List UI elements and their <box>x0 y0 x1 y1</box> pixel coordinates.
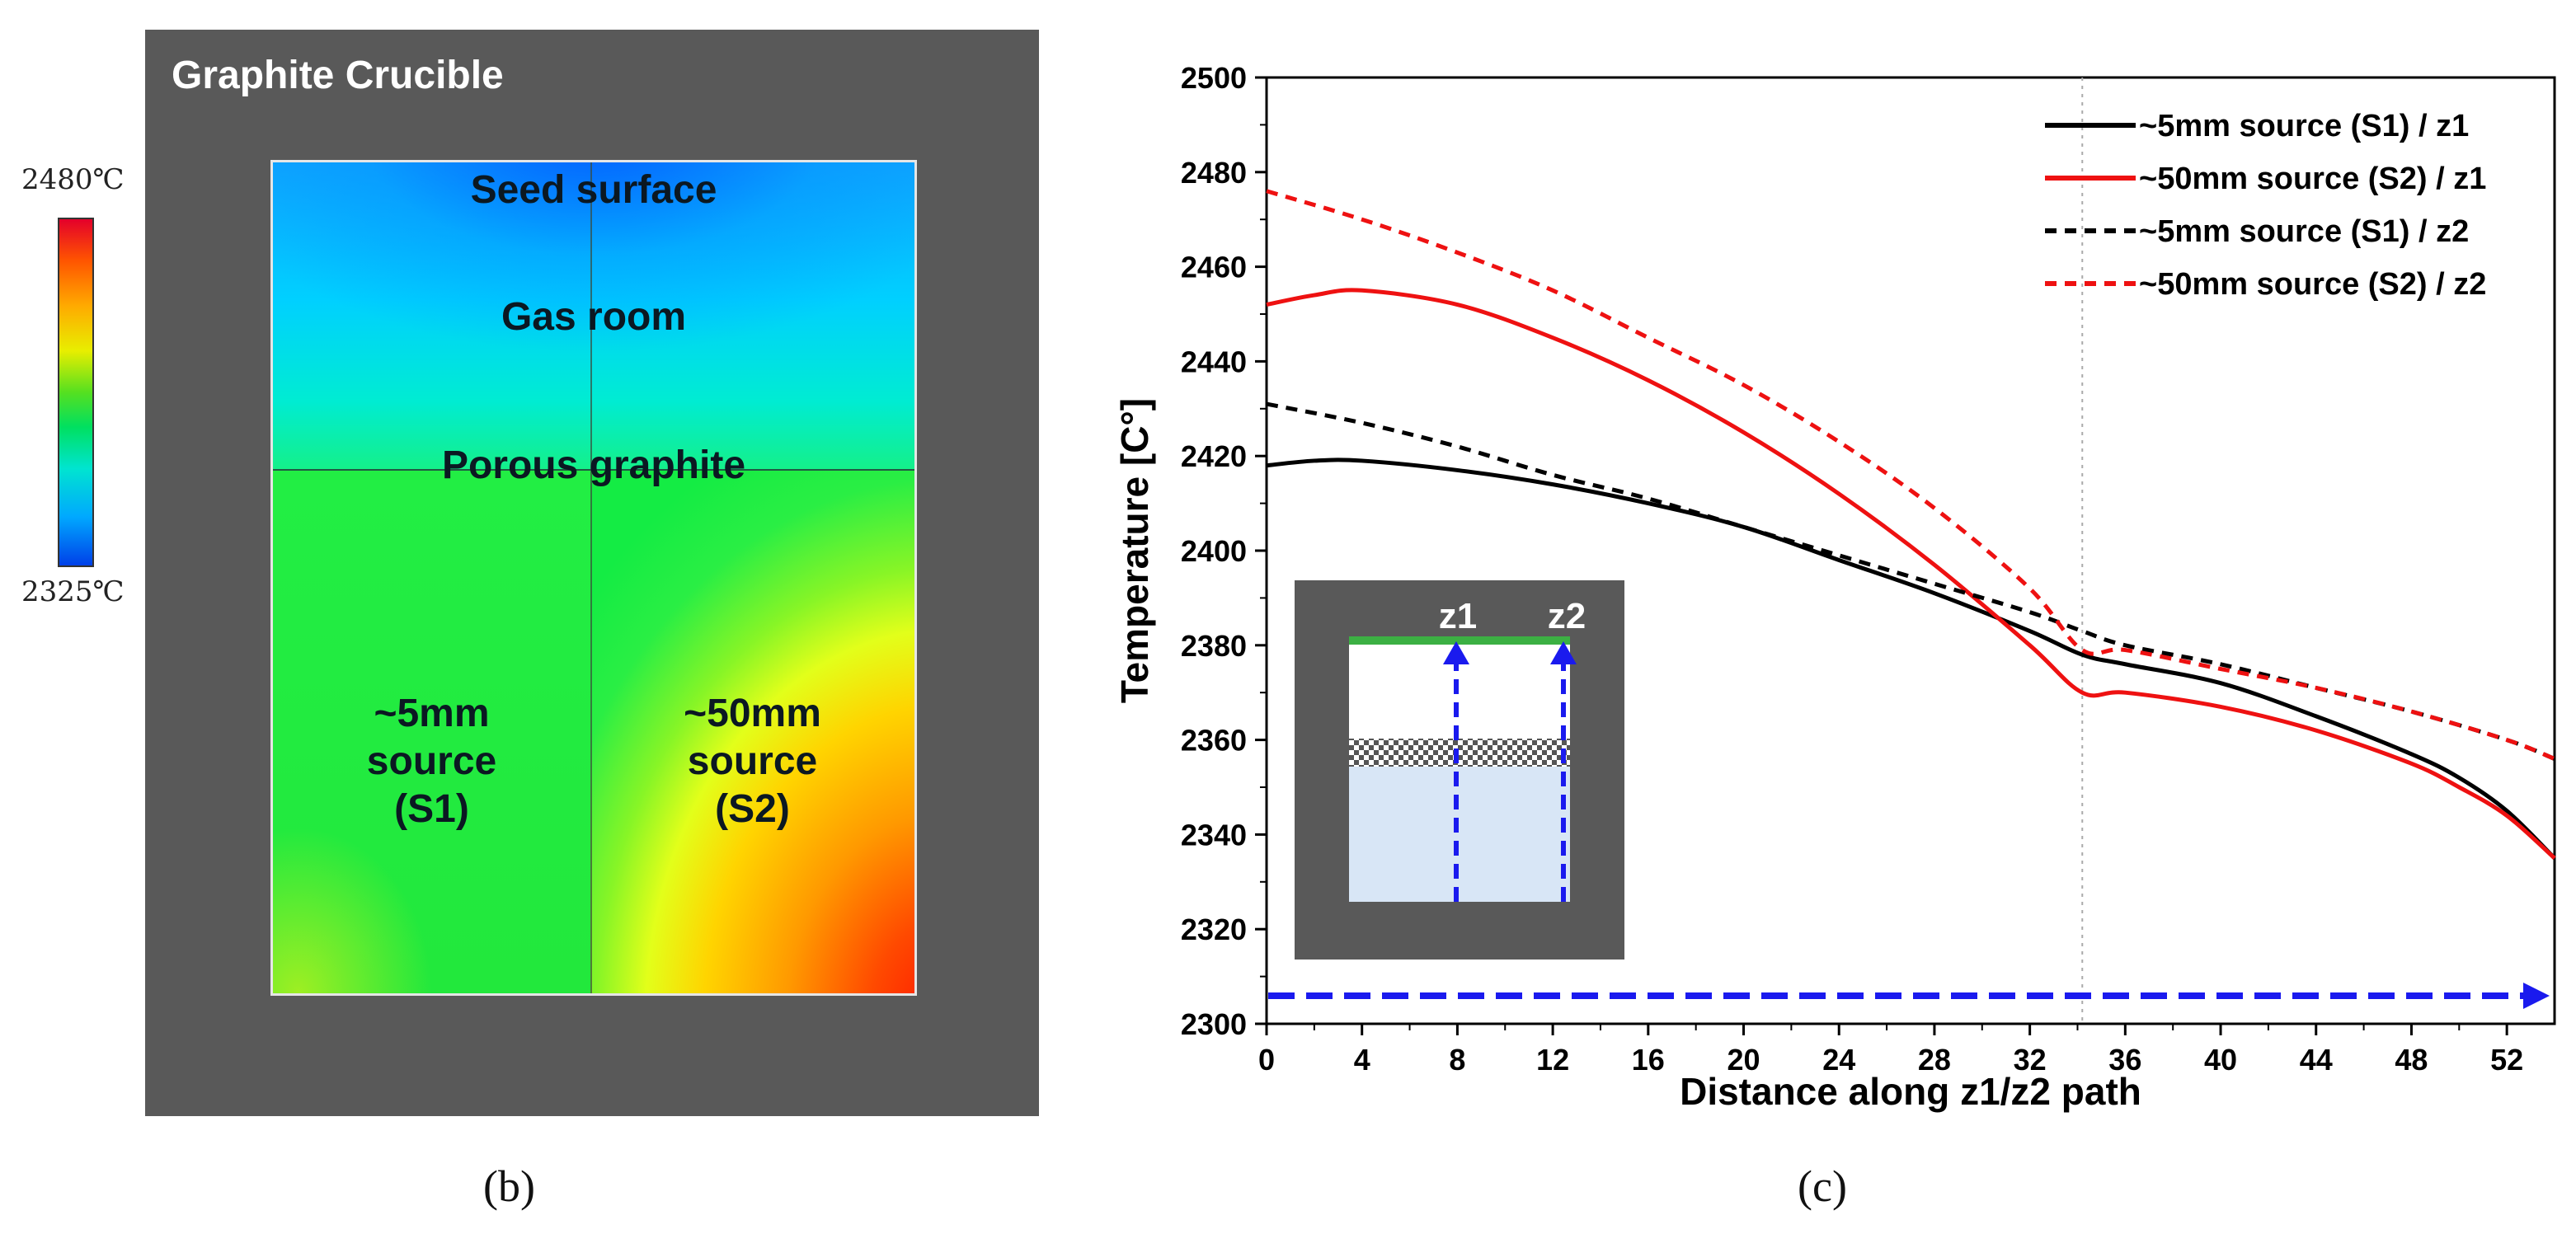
graphite-crucible: Graphite Crucible Seed surface Gas room … <box>145 30 1039 1116</box>
x-tick-label: 36 <box>2108 1043 2141 1077</box>
inset-porous-graphite <box>1349 739 1570 767</box>
gas-room-label: Gas room <box>501 295 687 339</box>
y-tick-label: 2500 <box>1181 61 1247 95</box>
x-tick-label: 16 <box>1632 1043 1665 1077</box>
y-tick-label: 2340 <box>1181 818 1247 852</box>
y-tick-label: 2300 <box>1181 1007 1247 1041</box>
y-tick-label: 2360 <box>1181 724 1247 758</box>
x-axis-ticks: 0 4 8 12 16 20 24 28 32 36 40 44 48 52 <box>1258 1024 2523 1077</box>
path-arrow-head <box>2523 983 2550 1009</box>
x-tick-label: 28 <box>1918 1043 1951 1077</box>
legend-label-1: ~5mm source (S1) / z1 <box>2139 109 2469 143</box>
source-s1-label: ~5mm source (S1) <box>273 690 590 833</box>
series-line-1 <box>1266 457 2556 860</box>
source-s2-line1: ~50mm <box>684 692 821 735</box>
source-s1-line3: (S1) <box>394 787 469 831</box>
inset-z1-arrow-head <box>1443 641 1469 664</box>
x-tick-label: 40 <box>2204 1043 2237 1077</box>
crucible-title: Graphite Crucible <box>172 54 504 97</box>
x-tick-label: 8 <box>1449 1043 1465 1077</box>
inset-seed <box>1349 636 1570 645</box>
porous-graphite-label: Porous graphite <box>441 443 746 487</box>
colorbar-min-label: 2325℃ <box>21 575 125 608</box>
x-tick-label: 44 <box>2300 1043 2333 1077</box>
source-s2-label: ~50mm source (S2) <box>590 690 914 833</box>
x-tick-label: 4 <box>1354 1043 1370 1077</box>
y-axis-title: Temperature [C°] <box>1113 398 1156 703</box>
center-divider <box>590 162 592 993</box>
source-s1-line2: source <box>366 739 497 783</box>
legend-label-3: ~5mm source (S1) / z2 <box>2139 214 2469 249</box>
source-s2-line2: source <box>687 739 818 783</box>
y-tick-label: 2440 <box>1181 345 1247 378</box>
x-tick-label: 52 <box>2490 1043 2523 1077</box>
inset-z2-arrow-head <box>1550 641 1577 664</box>
seed-surface-label: Seed surface <box>470 168 717 212</box>
x-tick-label: 20 <box>1727 1043 1760 1077</box>
y-tick-label: 2400 <box>1181 534 1247 568</box>
y-tick-label: 2420 <box>1181 439 1247 473</box>
panel-c-letter: (c) <box>1798 1161 1847 1211</box>
y-tick-label: 2380 <box>1181 629 1247 663</box>
gas-room-region <box>273 162 914 469</box>
colorbar-max-label: 2480℃ <box>21 163 125 196</box>
inset-source <box>1349 767 1570 902</box>
x-tick-label: 24 <box>1822 1043 1855 1077</box>
source-s2-region <box>590 469 914 993</box>
series-line-2 <box>1266 288 2556 860</box>
series-layer <box>1266 189 2556 860</box>
y-tick-label: 2320 <box>1181 913 1247 946</box>
series-line-4 <box>1266 189 2555 761</box>
x-axis-title: Distance along z1/z2 path <box>1680 1070 2141 1113</box>
source-s1-line1: ~5mm <box>374 692 490 735</box>
y-axis-ticks: 2300 2320 2340 2360 2380 2400 2420 2440 2460 2480… <box>1181 61 1267 1041</box>
porous-graphite-line <box>273 469 914 471</box>
legend-label-4: ~50mm source (S2) / z2 <box>2139 267 2486 302</box>
source-s2-line3: (S2) <box>715 787 790 831</box>
x-tick-label: 12 <box>1536 1043 1569 1077</box>
crucible-interior: Seed surface Gas room Porous graphite ~5… <box>270 160 917 996</box>
x-tick-label: 48 <box>2395 1043 2428 1077</box>
colorbar <box>58 218 94 567</box>
inset-schematic: z1 z2 <box>1295 580 1624 960</box>
panel-b-letter: (b) <box>483 1161 535 1211</box>
source-s1-region <box>273 469 590 993</box>
y-tick-label: 2480 <box>1181 156 1247 190</box>
inset-z1-label: z1 <box>1439 596 1477 636</box>
x-tick-label: 0 <box>1258 1043 1275 1077</box>
legend: ~5mm source (S1) / z1 ~50mm source (S2) /… <box>2045 109 2486 302</box>
y-tick-label: 2460 <box>1181 251 1247 284</box>
temperature-chart: 0 4 8 12 16 20 24 28 32 36 40 44 48 52 23002320234023… <box>1113 61 2556 1113</box>
x-tick-label: 32 <box>2014 1043 2047 1077</box>
inset-z2-label: z2 <box>1548 596 1586 636</box>
legend-label-2: ~50mm source (S2) / z1 <box>2139 162 2486 196</box>
